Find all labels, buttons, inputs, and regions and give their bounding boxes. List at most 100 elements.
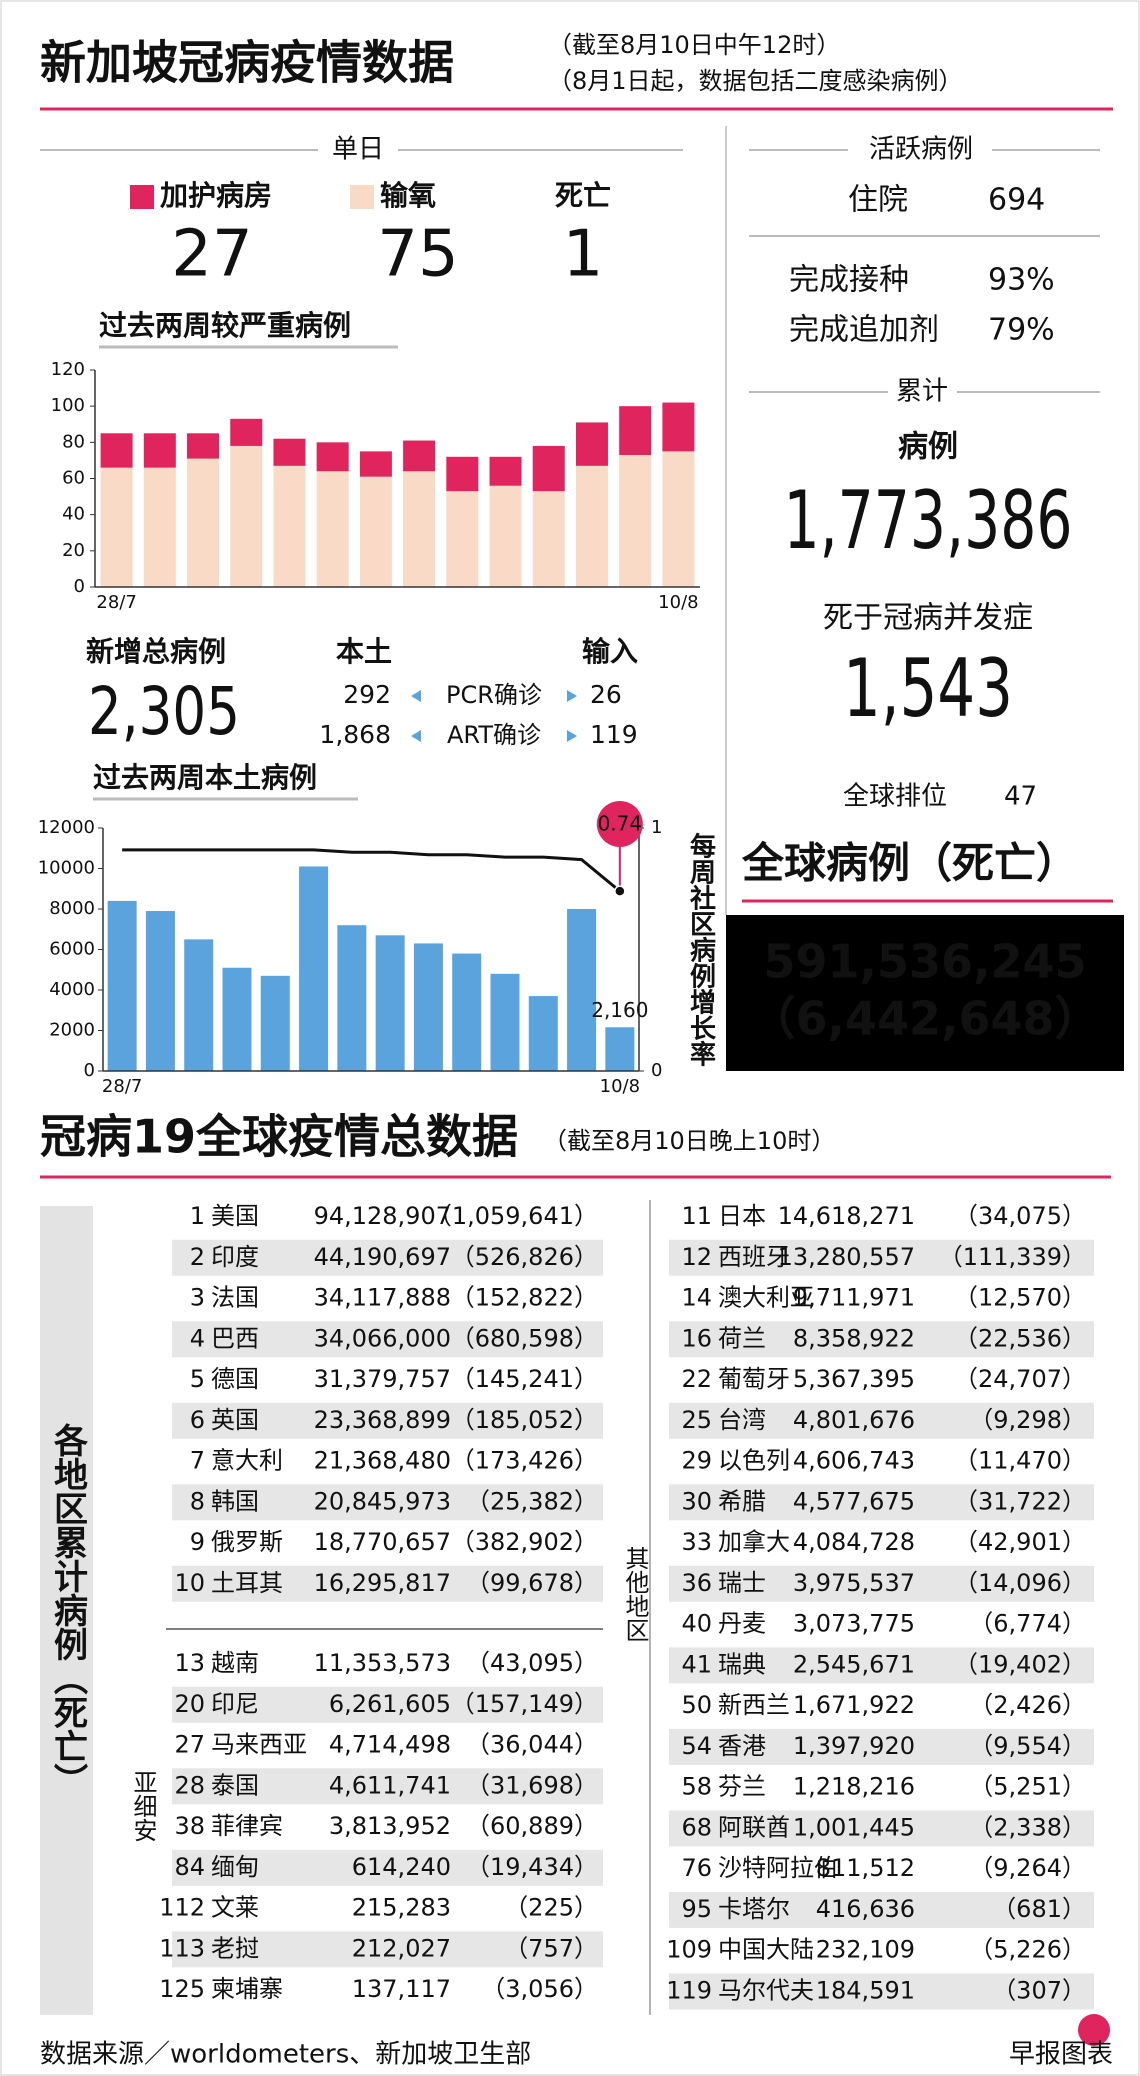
country: 美国: [211, 1202, 259, 1230]
deaths: （5,251）: [969, 1773, 1086, 1801]
deaths: （2,426）: [969, 1691, 1086, 1719]
deaths: （152,822）: [451, 1284, 598, 1312]
line: [122, 848, 621, 893]
bar: [143, 433, 176, 468]
bar: [359, 476, 392, 587]
label: 死亡: [555, 179, 611, 212]
source: 数据来源／worldometers、新加坡卫生部: [40, 2040, 531, 2070]
cases: 1,397,920: [793, 1732, 915, 1760]
deaths: （12,570）: [954, 1284, 1086, 1312]
label: 新增总病例: [86, 635, 226, 668]
side-label: 其他地区: [621, 1546, 649, 1642]
deaths: （99,678）: [466, 1569, 598, 1597]
rank: 11: [681, 1202, 712, 1230]
data-label: 2,160: [591, 998, 648, 1022]
country: 新西兰: [718, 1691, 790, 1719]
rank: 2: [190, 1243, 205, 1271]
row-band: [669, 1810, 1094, 1847]
bar: [375, 935, 405, 1071]
cases: 31,379,757: [314, 1365, 451, 1393]
label: 完成追加剂: [789, 313, 939, 348]
bar: [489, 485, 522, 587]
row-band: [669, 1647, 1094, 1684]
big-number: 1,543: [843, 642, 1013, 735]
rank: 10: [174, 1569, 205, 1597]
point: [614, 885, 626, 897]
side-label: 亚细安: [129, 1770, 157, 1842]
bar: [619, 454, 652, 587]
rank: 9: [190, 1528, 205, 1556]
country: 老挝: [211, 1934, 259, 1962]
cases: 4,084,728: [793, 1528, 915, 1556]
row-band: [669, 1402, 1094, 1439]
country: 柬埔寨: [211, 1975, 283, 2003]
country: 菲律宾: [211, 1812, 283, 1840]
value: 292: [343, 680, 391, 709]
big-number: 2,305: [88, 673, 240, 750]
deaths: （9,264）: [969, 1854, 1086, 1882]
deaths: （157,149）: [451, 1690, 598, 1718]
logo: [1078, 2014, 1110, 2046]
cases: 18,770,657: [314, 1528, 451, 1556]
label: 全球排位: [843, 782, 947, 812]
country: 台湾: [718, 1406, 766, 1434]
rank: 29: [681, 1447, 712, 1475]
deaths: （757）: [504, 1934, 598, 1962]
cases: 14,618,271: [778, 1202, 915, 1230]
side-band: [40, 1206, 93, 2015]
country: 中国大陆: [718, 1936, 814, 1964]
deaths: （36,044）: [466, 1731, 598, 1759]
deaths: （34,075）: [954, 1202, 1086, 1230]
deaths: （19,434）: [466, 1853, 598, 1881]
country: 丹麦: [718, 1610, 766, 1638]
bar: [184, 939, 214, 1071]
bar: [100, 467, 133, 587]
arrow: [411, 690, 421, 702]
row-band: [172, 1321, 603, 1358]
cases: 9,711,971: [793, 1284, 915, 1312]
data-label: 0.74: [598, 812, 643, 836]
deaths: （5,226）: [969, 1936, 1086, 1964]
row-band: [172, 1239, 603, 1276]
section-heading: 活跃病例: [869, 135, 973, 165]
bar: [100, 433, 133, 468]
cases: 4,611,741: [329, 1771, 451, 1799]
row-band: [669, 1891, 1094, 1928]
cases: 5,367,395: [793, 1365, 915, 1393]
bar: [187, 433, 220, 459]
row-band: [669, 1565, 1094, 1602]
country: 希腊: [718, 1487, 766, 1515]
bar: [359, 451, 392, 477]
bar: [143, 467, 176, 587]
country: 以色列: [718, 1447, 790, 1475]
country: 香港: [718, 1732, 766, 1760]
country: 芬兰: [718, 1773, 766, 1801]
cases: 215,283: [352, 1894, 451, 1922]
label: ART确诊: [447, 721, 541, 749]
rank: 33: [681, 1528, 712, 1556]
note: （8月1日起，数据包括二度感染病例）: [548, 67, 963, 95]
country: 马来西亚: [211, 1731, 307, 1759]
rank: 125: [159, 1975, 205, 2003]
rank: 68: [681, 1813, 712, 1841]
cases: 614,240: [352, 1853, 451, 1881]
value: 93%: [988, 263, 1055, 298]
y-tick-label: 8000: [49, 898, 95, 919]
y2-tick-label: 0: [651, 1060, 662, 1081]
rank: 22: [681, 1365, 712, 1393]
country: 越南: [211, 1649, 259, 1677]
cases: 44,190,697: [314, 1243, 451, 1271]
country: 法国: [211, 1284, 259, 1312]
bar: [222, 967, 252, 1071]
y-tick-label: 100: [51, 395, 85, 416]
rank: 27: [174, 1731, 205, 1759]
deaths: （173,426）: [451, 1447, 598, 1475]
bar: [230, 445, 263, 587]
y-tick-label: 2000: [49, 1020, 95, 1041]
bar: [528, 996, 558, 1071]
deaths: （31,698）: [466, 1771, 598, 1799]
cases: 4,714,498: [329, 1731, 451, 1759]
cases: 94,128,907: [314, 1202, 451, 1230]
arrow: [411, 730, 421, 742]
label: 住院: [848, 183, 908, 218]
